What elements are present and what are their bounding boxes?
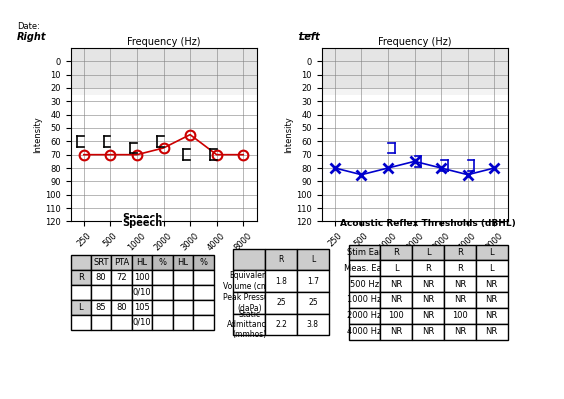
Text: Speech: Speech	[122, 213, 162, 223]
Text: Left: Left	[299, 32, 321, 42]
Title: Frequency (Hz): Frequency (Hz)	[378, 37, 451, 47]
Bar	[321, 48, 508, 88]
Text: Right: Right	[17, 32, 46, 42]
Title: Acoustic Reflex Thresholds (dBHL): Acoustic Reflex Thresholds (dBHL)	[340, 219, 516, 228]
Y-axis label: Intensity: Intensity	[284, 116, 293, 153]
Bar	[70, 48, 257, 88]
Text: Date:: Date:	[17, 22, 40, 31]
Y-axis label: Intensity: Intensity	[33, 116, 42, 153]
Title: Frequency (Hz): Frequency (Hz)	[127, 37, 200, 47]
Title: Speech: Speech	[122, 218, 162, 228]
Bar	[70, 88, 257, 95]
Bar	[321, 88, 508, 95]
